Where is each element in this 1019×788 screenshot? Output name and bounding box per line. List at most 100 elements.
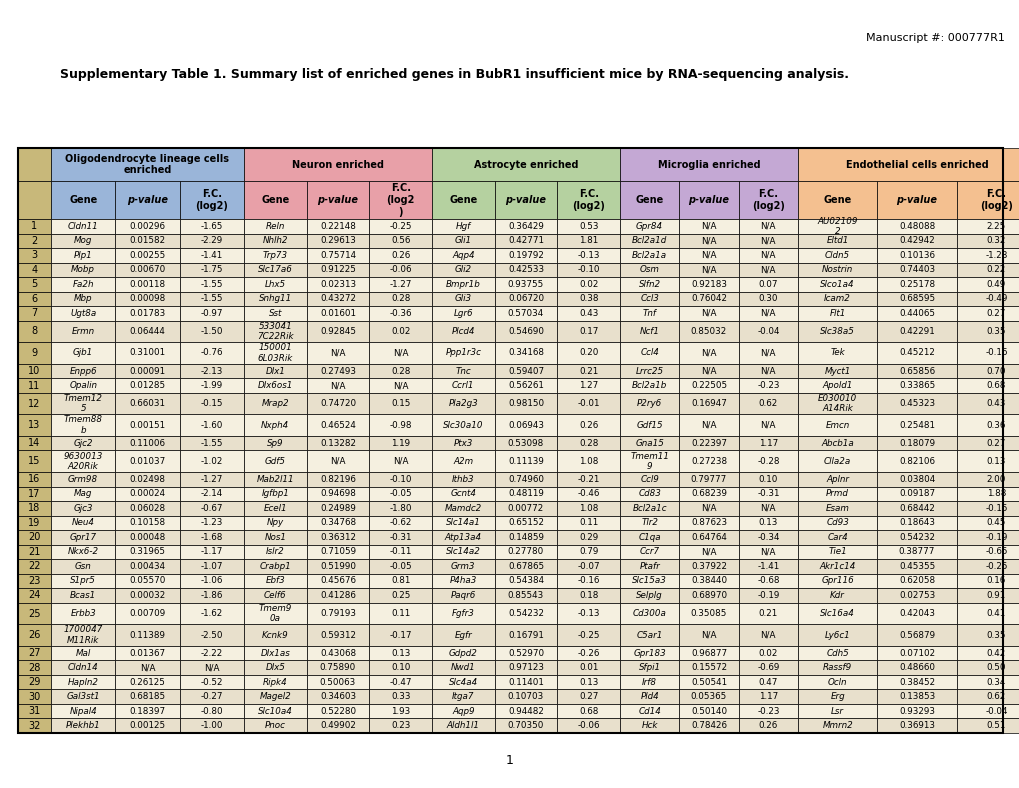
Text: Cd14: Cd14 — [638, 707, 660, 716]
Bar — [738, 248, 797, 262]
Text: -1.27: -1.27 — [389, 280, 412, 289]
Text: 0.62058: 0.62058 — [898, 577, 934, 585]
Bar — [51, 603, 115, 624]
Bar — [51, 574, 115, 588]
Text: Gna15: Gna15 — [635, 439, 663, 448]
Text: 0.10: 0.10 — [390, 663, 410, 672]
Text: Tnc: Tnc — [455, 366, 471, 376]
Bar — [556, 690, 620, 704]
Text: 0.31965: 0.31965 — [129, 548, 165, 556]
Text: 0.11139: 0.11139 — [507, 457, 543, 466]
Text: -0.16: -0.16 — [577, 577, 599, 585]
Text: 0.13: 0.13 — [390, 649, 410, 658]
Bar — [115, 574, 179, 588]
Text: 0.74403: 0.74403 — [898, 266, 934, 274]
Text: -1.02: -1.02 — [201, 457, 223, 466]
Text: -1.00: -1.00 — [201, 721, 223, 730]
Text: 0.76042: 0.76042 — [690, 295, 727, 303]
Text: 0.85032: 0.85032 — [690, 327, 727, 336]
Text: Gal3st1: Gal3st1 — [66, 692, 100, 701]
Text: 0.13: 0.13 — [985, 457, 1005, 466]
Text: Reln: Reln — [265, 221, 284, 231]
Bar — [797, 393, 876, 414]
Text: Magel2: Magel2 — [259, 692, 290, 701]
Text: Pla2g3: Pla2g3 — [448, 399, 478, 408]
Text: Neu4: Neu4 — [71, 519, 95, 527]
Text: -0.06: -0.06 — [389, 266, 412, 274]
Bar — [179, 248, 244, 262]
Bar — [18, 219, 51, 233]
Bar — [179, 436, 244, 451]
Text: 0.62: 0.62 — [985, 692, 1005, 701]
Text: 0.00255: 0.00255 — [129, 251, 165, 260]
Text: Tmem12
5: Tmem12 5 — [63, 394, 103, 414]
Text: Lhx5: Lhx5 — [265, 280, 285, 289]
Bar — [244, 364, 307, 378]
Text: Atp13a4: Atp13a4 — [444, 533, 481, 542]
Bar — [738, 646, 797, 660]
Text: 0.65152: 0.65152 — [507, 519, 543, 527]
Bar — [494, 515, 556, 530]
Bar — [18, 321, 51, 342]
Text: Manuscript #: 000777R1: Manuscript #: 000777R1 — [865, 33, 1004, 43]
Text: 0.59407: 0.59407 — [507, 366, 543, 376]
Text: 24: 24 — [29, 590, 41, 600]
Bar — [369, 321, 432, 342]
Text: Prmd: Prmd — [825, 489, 848, 498]
Bar — [18, 545, 51, 559]
Text: Flt1: Flt1 — [828, 309, 845, 318]
Text: -0.27: -0.27 — [201, 692, 223, 701]
Text: 0.91: 0.91 — [985, 591, 1005, 600]
Bar — [494, 181, 556, 219]
Bar — [956, 451, 1019, 472]
Text: Fa2h: Fa2h — [72, 280, 94, 289]
Text: 0.11: 0.11 — [579, 519, 598, 527]
Bar — [876, 414, 956, 436]
Text: Tek: Tek — [829, 348, 844, 358]
Bar — [179, 588, 244, 603]
Bar — [244, 660, 307, 675]
Text: Cldn14: Cldn14 — [67, 663, 99, 672]
Text: Mbp: Mbp — [73, 295, 93, 303]
Bar — [369, 262, 432, 277]
Bar — [956, 472, 1019, 487]
Bar — [307, 248, 369, 262]
Bar — [679, 660, 738, 675]
Text: 1.93: 1.93 — [390, 707, 410, 716]
Text: 1.27: 1.27 — [579, 381, 598, 390]
Text: Bcas1: Bcas1 — [70, 591, 96, 600]
Text: 0.26125: 0.26125 — [129, 678, 165, 686]
Text: 0.34768: 0.34768 — [320, 519, 356, 527]
Bar — [797, 219, 876, 233]
Text: 0.29: 0.29 — [579, 533, 598, 542]
Bar — [494, 277, 556, 292]
Text: 0.50140: 0.50140 — [690, 707, 727, 716]
Text: -0.47: -0.47 — [389, 678, 412, 686]
Bar — [738, 559, 797, 574]
Bar — [307, 515, 369, 530]
Bar — [179, 719, 244, 733]
Text: 0.38440: 0.38440 — [690, 577, 727, 585]
Bar — [244, 233, 307, 248]
Bar — [876, 545, 956, 559]
Bar — [18, 588, 51, 603]
Bar — [620, 436, 679, 451]
Text: Astrocyte enriched: Astrocyte enriched — [473, 159, 578, 169]
Bar — [876, 292, 956, 306]
Bar — [179, 704, 244, 719]
Bar — [307, 181, 369, 219]
Bar — [307, 545, 369, 559]
Text: Plp1: Plp1 — [73, 251, 93, 260]
Bar — [432, 545, 494, 559]
Bar — [797, 414, 876, 436]
Text: 0.28: 0.28 — [390, 366, 410, 376]
Text: E030010
A14Rik: E030010 A14Rik — [817, 394, 856, 414]
Bar — [679, 675, 738, 690]
Text: 0.23: 0.23 — [390, 721, 410, 730]
Text: Nwd1: Nwd1 — [450, 663, 475, 672]
Bar — [18, 530, 51, 545]
Text: 1: 1 — [32, 221, 38, 231]
Bar — [369, 436, 432, 451]
Text: Itga7: Itga7 — [451, 692, 474, 701]
Bar — [797, 690, 876, 704]
